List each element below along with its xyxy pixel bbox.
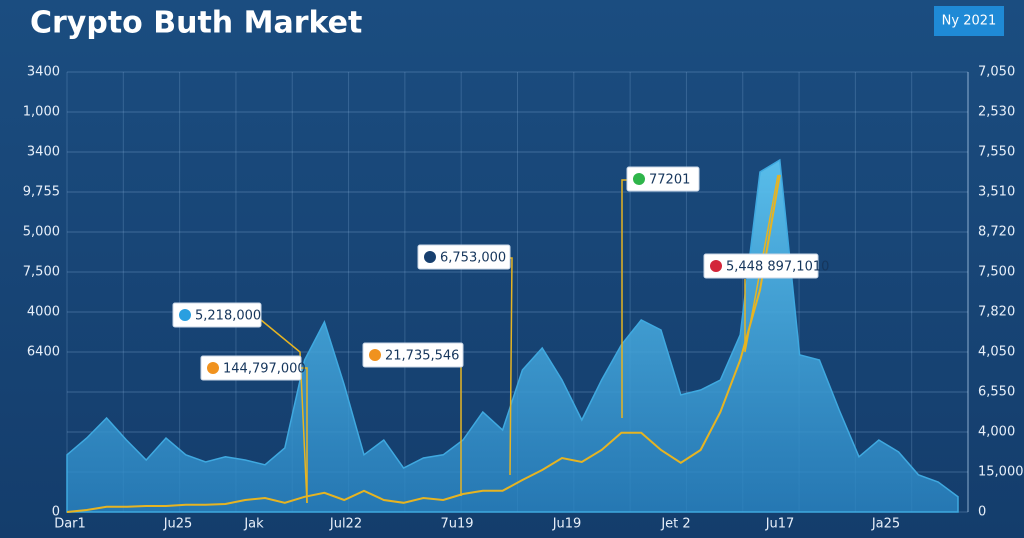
annotation-icon	[179, 309, 191, 321]
leader-line	[301, 367, 308, 503]
y2-axis-label: 7,500	[978, 265, 1015, 280]
annotation-text: 5,448 897,1010	[726, 260, 829, 275]
y2-axis-label: 3,510	[978, 185, 1015, 200]
y2-axis-label: 0	[978, 505, 986, 520]
leader-line	[621, 179, 627, 418]
y2-axis-label: 4,000	[978, 425, 1015, 440]
annotation-box	[626, 166, 700, 192]
y2-axis-label: 7,820	[978, 305, 1015, 320]
annotation-text: 6,753,000	[440, 251, 506, 266]
y2-axis-label: 15,000	[978, 465, 1024, 480]
annotation-text: 144,797,000	[223, 362, 306, 377]
y-axis-label: 7,500	[23, 265, 60, 280]
line	[66, 174, 781, 513]
annotation-icon	[633, 173, 645, 185]
badge-text: Ny 2021	[942, 14, 997, 29]
badge	[934, 6, 1004, 36]
y-axis-label: 3400	[27, 145, 60, 160]
annotation-text: 21,735,546	[385, 349, 459, 364]
x-tick-label: Jul22	[329, 517, 362, 532]
x-tick-label: Jet 2	[660, 517, 690, 532]
annotation-icon	[207, 362, 219, 374]
x-tick-label: Ju25	[163, 517, 193, 532]
y-axis-label: 9,755	[23, 185, 60, 200]
y2-axis-label: 2,530	[978, 105, 1015, 120]
x-tick-label: Ju17	[765, 517, 795, 532]
annotation-box	[200, 355, 302, 381]
annotation-box	[417, 244, 511, 270]
x-tick-label: Ju19	[552, 517, 582, 532]
y-axis-label: 3400	[27, 65, 60, 80]
annotation-box	[703, 253, 819, 279]
y-axis-label: 0	[52, 505, 60, 520]
annotation-icon	[710, 260, 722, 272]
chart-title: Crypto Buth Market	[30, 6, 362, 41]
x-tick-label: Jak	[243, 517, 264, 532]
y2-axis-label: 4,050	[978, 345, 1015, 360]
y-axis-label: 4000	[27, 305, 60, 320]
y-axis-label: 6400	[27, 345, 60, 360]
y-axis-label: 5,000	[23, 225, 60, 240]
annotation-text: 77201	[649, 173, 690, 188]
leader-line	[260, 319, 308, 504]
y-axis-label: 1,000	[23, 105, 60, 120]
y2-axis-label: 7,050	[978, 65, 1015, 80]
x-tick-label: 7u19	[440, 517, 473, 532]
annotation-box	[172, 302, 262, 328]
y2-axis-label: 8,720	[978, 225, 1015, 240]
annotation-text: 5,218,000	[195, 309, 261, 324]
annotation-icon	[424, 251, 436, 263]
annotation-box	[362, 342, 464, 368]
annotation-icon	[369, 349, 381, 361]
y2-axis-label: 7,550	[978, 145, 1015, 160]
leader-line	[509, 257, 513, 476]
leader-line	[744, 174, 779, 353]
y2-axis-label: 6,550	[978, 385, 1015, 400]
area	[66, 158, 959, 513]
x-tick-label: Ja25	[871, 517, 900, 532]
x-tick-label: Dar1	[54, 517, 86, 532]
